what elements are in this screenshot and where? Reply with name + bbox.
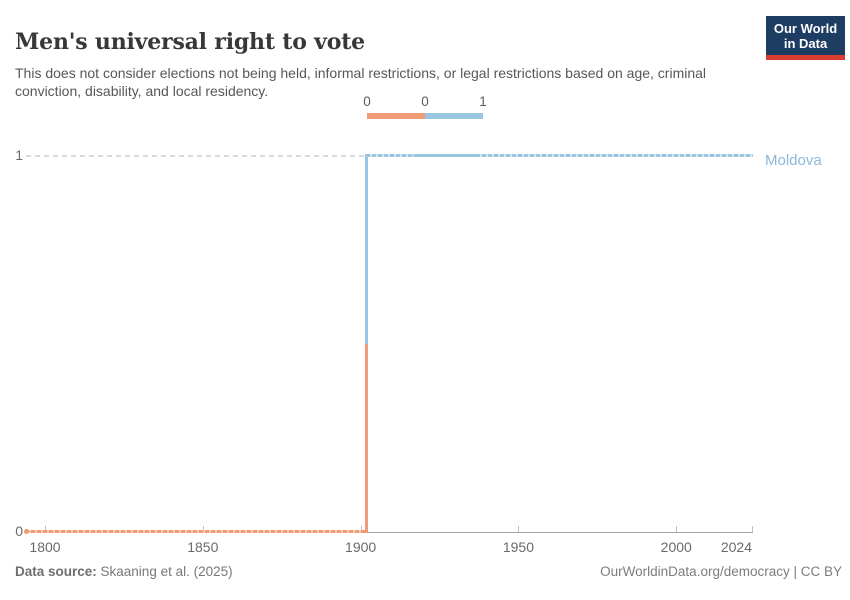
color-bin-legend: 0 0 1 xyxy=(363,94,487,119)
data-source-label: Data source: xyxy=(15,564,97,579)
legend-edge-labels: 0 0 1 xyxy=(363,94,487,111)
x-axis-tick xyxy=(676,526,678,532)
legend-bin-one xyxy=(425,113,483,119)
x-axis-tick xyxy=(202,526,204,532)
data-source-value: Skaaning et al. (2025) xyxy=(96,564,233,579)
step-connector-lower xyxy=(365,343,369,533)
x-axis-label-1800: 1800 xyxy=(29,539,61,555)
legend-color-bins xyxy=(367,113,483,119)
x-axis-label-1850: 1850 xyxy=(187,539,219,555)
x-axis-label-2024: 2024 xyxy=(720,539,752,555)
line-segment xyxy=(476,154,753,157)
x-axis-label-1900: 1900 xyxy=(345,539,377,555)
step-connector-upper xyxy=(365,154,369,344)
x-axis-line xyxy=(26,532,753,533)
owid-logo-line2: in Data xyxy=(783,36,828,51)
x-axis-tick xyxy=(518,526,520,532)
y-axis-label-1: 1 xyxy=(15,147,23,163)
legend-bin-zero xyxy=(367,113,425,119)
data-source-note: Data source: Skaaning et al. (2025) xyxy=(15,564,233,579)
owid-logo-box: Our World in Data xyxy=(766,16,845,55)
y-axis-label-0: 0 xyxy=(15,523,23,539)
owid-logo-red-bar xyxy=(766,55,845,60)
owid-logo[interactable]: Our World in Data xyxy=(766,16,845,60)
x-axis-tick xyxy=(45,526,46,532)
legend-edge-label: 0 xyxy=(363,94,371,109)
x-axis-label-1950: 1950 xyxy=(502,539,535,555)
legend-edge-label: 1 xyxy=(479,94,487,109)
chart-subtitle: This does not consider elections not bei… xyxy=(15,65,707,100)
owid-logo-line1: Our World xyxy=(773,21,838,36)
line-segment xyxy=(365,154,416,157)
x-axis-tick xyxy=(752,526,753,532)
legend-edge-label: 0 xyxy=(421,94,429,109)
x-axis-label-2000: 2000 xyxy=(660,539,692,555)
line-start-marker xyxy=(24,529,30,534)
credit-link[interactable]: OurWorldinData.org/democracy | CC BY xyxy=(600,564,842,579)
entity-label: Moldova xyxy=(765,152,822,169)
line-segment xyxy=(25,530,368,533)
chart-footer: Data source: Skaaning et al. (2025) OurW… xyxy=(15,564,842,579)
page-title: Men's universal right to vote xyxy=(15,28,365,55)
x-axis-tick xyxy=(360,526,362,532)
line-segment xyxy=(413,154,479,157)
